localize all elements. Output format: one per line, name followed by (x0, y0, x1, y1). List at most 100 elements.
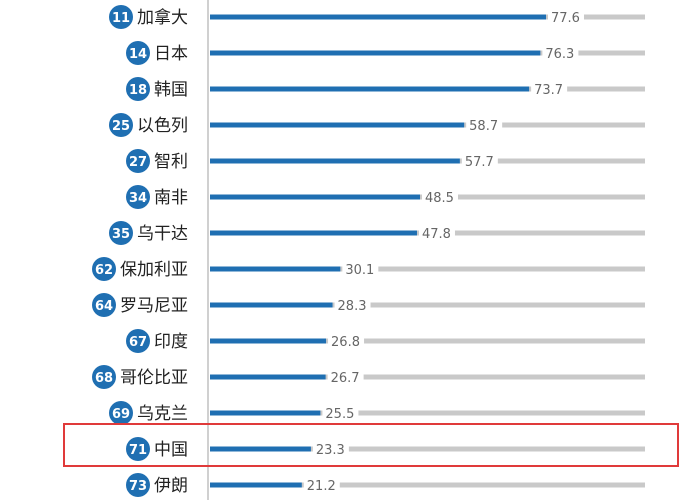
bar-row: 76.3 日本 14 (126, 41, 645, 65)
value-label: 58.7 (469, 119, 498, 134)
rank-badge (126, 473, 150, 497)
value-label: 76.3 (545, 47, 574, 62)
value-label: 57.7 (465, 155, 494, 170)
value-label-bg (334, 297, 371, 313)
value-label-bg (466, 117, 503, 133)
bar (210, 14, 547, 20)
bar-row: 57.7 智利 27 (126, 149, 645, 173)
rank-badge (109, 221, 133, 245)
rank-badge-number: 11 (112, 11, 130, 26)
country-label: 日本 (154, 44, 188, 64)
bar-row: 25.5 乌克兰 69 (109, 401, 645, 425)
bar-row: 23.3 中国 71 (126, 437, 645, 461)
country-label: 以色列 (137, 116, 188, 136)
bar-track (210, 482, 645, 488)
bar (210, 122, 465, 128)
rank-badge (92, 365, 116, 389)
country-label: 南非 (154, 188, 188, 208)
rank-badge (126, 77, 150, 101)
bar (210, 338, 327, 344)
rank-badge (109, 401, 133, 425)
country-label: 乌克兰 (137, 404, 188, 424)
bar-track (210, 410, 645, 416)
country-label: 韩国 (154, 80, 188, 100)
value-label: 26.8 (331, 335, 360, 350)
value-label: 48.5 (425, 191, 454, 206)
bar-row: 73.7 韩国 18 (126, 77, 645, 101)
bar (210, 446, 311, 452)
value-label: 73.7 (534, 83, 563, 98)
rank-badge (92, 293, 116, 317)
value-label: 77.6 (551, 11, 580, 26)
rank-badge-number: 64 (95, 299, 113, 314)
rank-badge-number: 35 (112, 227, 130, 242)
bar-track (210, 446, 645, 452)
rank-badge (109, 113, 133, 137)
china-highlight-box (63, 423, 679, 467)
value-label-bg (328, 333, 365, 349)
value-label-bg (418, 225, 455, 241)
bar-row: 21.2 伊朗 73 (126, 473, 645, 497)
value-label: 47.8 (422, 227, 451, 242)
value-label: 30.1 (345, 263, 374, 278)
bar-row: 26.7 哥伦比亚 68 (92, 365, 645, 389)
value-label: 25.5 (325, 407, 354, 422)
bar (210, 158, 460, 164)
rank-badge-number: 68 (95, 371, 113, 386)
bar (210, 86, 530, 92)
value-label-bg (322, 405, 359, 421)
rank-badge-number: 69 (112, 407, 130, 422)
axis-divider (207, 0, 209, 500)
country-label: 加拿大 (137, 7, 188, 28)
rank-badge (126, 437, 150, 461)
country-label: 智利 (154, 152, 188, 172)
bar (210, 482, 302, 488)
bar (210, 50, 541, 56)
bar-row: 28.3 罗马尼亚 64 (92, 293, 645, 317)
bar (210, 266, 341, 272)
rank-badge-number: 27 (129, 155, 147, 170)
rank-badge-number: 18 (129, 83, 147, 98)
rank-badge (126, 149, 150, 173)
bar (210, 410, 321, 416)
value-label: 26.7 (331, 371, 360, 386)
bar-track (210, 302, 645, 308)
rank-badge (92, 257, 116, 281)
rank-badge (109, 5, 133, 29)
bar (210, 230, 417, 236)
value-label: 28.3 (338, 299, 367, 314)
value-label-bg (327, 369, 364, 385)
country-label: 伊朗 (154, 476, 188, 496)
bar-track (210, 338, 645, 344)
rank-badge-number: 73 (129, 479, 147, 494)
rank-badge (126, 329, 150, 353)
value-label: 21.2 (307, 479, 336, 494)
bar-row: 47.8 乌干达 35 (109, 221, 645, 245)
value-label-bg (542, 45, 579, 61)
rank-badge-number: 71 (129, 443, 147, 458)
bar-row: 58.7 以色列 25 (109, 113, 645, 137)
rank-badge-number: 34 (129, 191, 147, 206)
rank-badge (126, 185, 150, 209)
country-label: 保加利亚 (120, 260, 188, 280)
country-label: 罗马尼亚 (120, 296, 188, 316)
bar-row: 30.1 保加利亚 62 (92, 257, 645, 281)
value-label-bg (312, 441, 349, 457)
bar (210, 194, 421, 200)
value-label-bg (548, 9, 585, 25)
rank-badge-number: 62 (95, 263, 113, 278)
value-label-bg (422, 189, 459, 205)
value-label-bg (303, 477, 340, 493)
bar-track (210, 374, 645, 380)
rank-badge-number: 14 (129, 47, 147, 62)
value-label: 23.3 (316, 443, 345, 458)
country-label: 乌干达 (137, 224, 188, 244)
bar-track (210, 266, 645, 272)
country-label: 哥伦比亚 (120, 368, 188, 388)
country-label: 中国 (154, 440, 188, 460)
rank-badge (126, 41, 150, 65)
bar-row: 26.8 印度 67 (126, 329, 645, 353)
value-label-bg (342, 261, 379, 277)
rank-badge-number: 25 (112, 119, 130, 134)
